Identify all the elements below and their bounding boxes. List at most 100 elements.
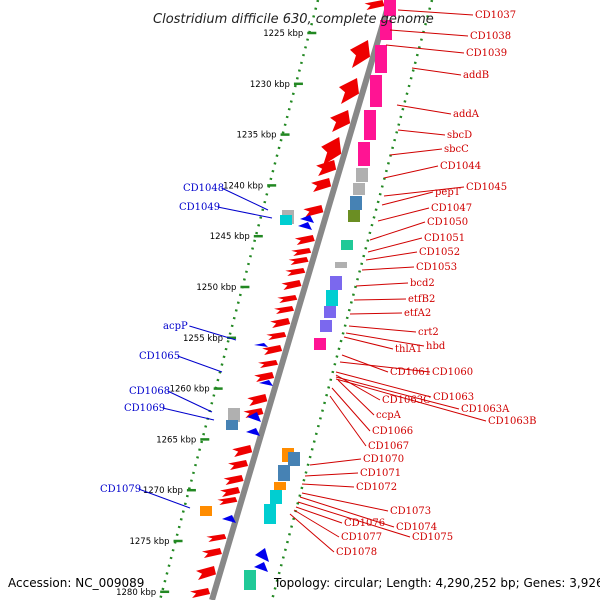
forward-gene[interactable] <box>311 178 332 192</box>
forward-gene[interactable] <box>206 534 227 542</box>
gene-label-right[interactable]: CD1045 <box>466 182 507 193</box>
forward-gene[interactable] <box>291 248 312 256</box>
gene-label-right[interactable]: CD1066 <box>372 426 413 437</box>
gene-label-right[interactable]: CD1071 <box>360 468 401 479</box>
gene-label-right[interactable]: CD1063A <box>461 404 510 415</box>
forward-gene[interactable] <box>266 332 287 340</box>
leader-line <box>331 387 371 432</box>
gene-label-left[interactable]: CD1079 <box>100 484 141 495</box>
gene-label-right[interactable]: CD1050 <box>427 217 468 228</box>
gene-label-left[interactable]: CD1049 <box>179 202 220 213</box>
forward-gene[interactable] <box>294 235 315 245</box>
forward-gene[interactable] <box>364 0 385 10</box>
gene-label-right[interactable]: etfA2 <box>404 308 431 319</box>
forward-gene[interactable] <box>330 110 351 132</box>
reverse-gene[interactable] <box>222 515 236 523</box>
reverse-gene[interactable] <box>298 222 312 230</box>
gene-label-right[interactable]: CD1063B <box>488 416 536 427</box>
cog-block <box>330 276 342 290</box>
reverse-gene[interactable] <box>246 428 260 436</box>
reverse-gene[interactable] <box>254 562 268 572</box>
gene-label-right[interactable]: CD1072 <box>356 482 397 493</box>
gene-label-right[interactable]: crt2 <box>418 327 439 338</box>
gene-label-left[interactable]: CD1069 <box>124 403 165 414</box>
forward-gene[interactable] <box>190 588 211 598</box>
gene-label-right[interactable]: CD1053 <box>416 262 457 273</box>
tick-label: 1235 kbp <box>236 131 276 141</box>
forward-gene[interactable] <box>316 160 337 176</box>
forward-gene[interactable] <box>303 205 324 217</box>
leader-line <box>411 67 462 76</box>
forward-gene[interactable] <box>228 460 249 470</box>
forward-gene[interactable] <box>254 372 275 382</box>
forward-gene[interactable] <box>281 280 302 290</box>
leader-line <box>221 187 269 211</box>
forward-gene[interactable] <box>243 408 264 418</box>
gene-label-right[interactable]: hbd <box>426 341 446 352</box>
gene-label-right[interactable]: CD1038 <box>470 31 511 42</box>
forward-gene[interactable] <box>217 497 238 505</box>
forward-gene[interactable] <box>258 360 279 368</box>
gene-label-left[interactable]: CD1065 <box>139 351 180 362</box>
gene-label-right[interactable]: sbcD <box>447 130 472 141</box>
reverse-gene[interactable] <box>259 380 273 386</box>
forward-gene[interactable] <box>201 548 222 558</box>
gene-label-right[interactable]: CD1060 <box>432 367 473 378</box>
gene-label-right[interactable]: CD1051 <box>424 233 465 244</box>
gene-label-right[interactable]: CD1039 <box>466 48 507 59</box>
gene-label-right[interactable]: CD1077 <box>341 532 382 543</box>
reverse-gene[interactable] <box>255 548 269 562</box>
cog-block <box>364 110 376 140</box>
forward-gene[interactable] <box>232 445 253 457</box>
gene-label-right[interactable]: CD1061 <box>390 367 431 378</box>
gene-label-right[interactable]: ccpA <box>376 410 402 421</box>
gene-label-right[interactable]: CD1073 <box>390 506 431 517</box>
map-title: Clostridium difficile 630, complete geno… <box>153 12 434 27</box>
leader-line <box>301 483 355 488</box>
gene-label-right[interactable]: CD1047 <box>431 203 472 214</box>
forward-gene[interactable] <box>288 257 309 265</box>
leader-line <box>167 390 213 413</box>
gene-label-right[interactable]: addB <box>463 70 489 81</box>
reverse-gene[interactable] <box>247 412 261 422</box>
forward-gene[interactable] <box>262 345 283 355</box>
gene-label-left[interactable]: acpP <box>163 321 188 332</box>
gene-label-right[interactable]: CD1078 <box>336 547 377 558</box>
gene-label-left[interactable]: CD1048 <box>183 183 224 194</box>
gene-label-left[interactable]: CD1068 <box>129 386 170 397</box>
gene-label-right[interactable]: addA <box>453 109 480 120</box>
forward-gene[interactable] <box>321 137 342 165</box>
cog-block <box>324 306 336 318</box>
leader-line <box>377 207 430 222</box>
gene-label-right[interactable]: CD1052 <box>419 247 460 258</box>
forward-gene[interactable] <box>277 295 298 303</box>
forward-gene[interactable] <box>270 318 291 328</box>
forward-gene[interactable] <box>349 40 370 68</box>
forward-gene[interactable] <box>196 566 217 580</box>
gene-label-right[interactable]: CD1076 <box>344 518 385 529</box>
gene-label-right[interactable]: CD1037 <box>475 10 516 21</box>
forward-gene[interactable] <box>339 78 360 104</box>
gene-label-right[interactable]: etfB2 <box>408 294 435 305</box>
gene-label-right[interactable]: CD1044 <box>440 161 481 172</box>
leader-line <box>299 496 395 528</box>
reverse-gene[interactable] <box>254 343 268 347</box>
forward-gene[interactable] <box>247 394 268 406</box>
forward-gene[interactable] <box>274 306 295 314</box>
forward-gene[interactable] <box>285 268 306 276</box>
gene-label-right[interactable]: bcd2 <box>410 278 435 289</box>
gene-label-right[interactable]: CD1070 <box>363 454 404 465</box>
gene-label-right[interactable]: CD1063C <box>382 395 431 406</box>
forward-gene[interactable] <box>223 475 244 485</box>
gene-label-right[interactable]: CD1067 <box>368 441 409 452</box>
tick-layer: 1225 kbp 1230 kbp 1235 kbp 1240 kbp 1245 kbp… <box>116 29 317 598</box>
forward-gene[interactable] <box>220 487 241 497</box>
gene-label-right[interactable]: sbcC <box>444 144 469 155</box>
gene-label-right[interactable]: CD1074 <box>396 522 437 533</box>
gene-label-right[interactable]: CD1063 <box>433 392 474 403</box>
tick-label: 1275 kbp <box>129 537 169 547</box>
gene-label-right[interactable]: CD1075 <box>412 532 453 543</box>
reverse-gene[interactable] <box>300 215 314 223</box>
gene-label-right[interactable]: thlA1 <box>395 344 422 355</box>
gene-label-right[interactable]: pepT <box>435 187 461 198</box>
